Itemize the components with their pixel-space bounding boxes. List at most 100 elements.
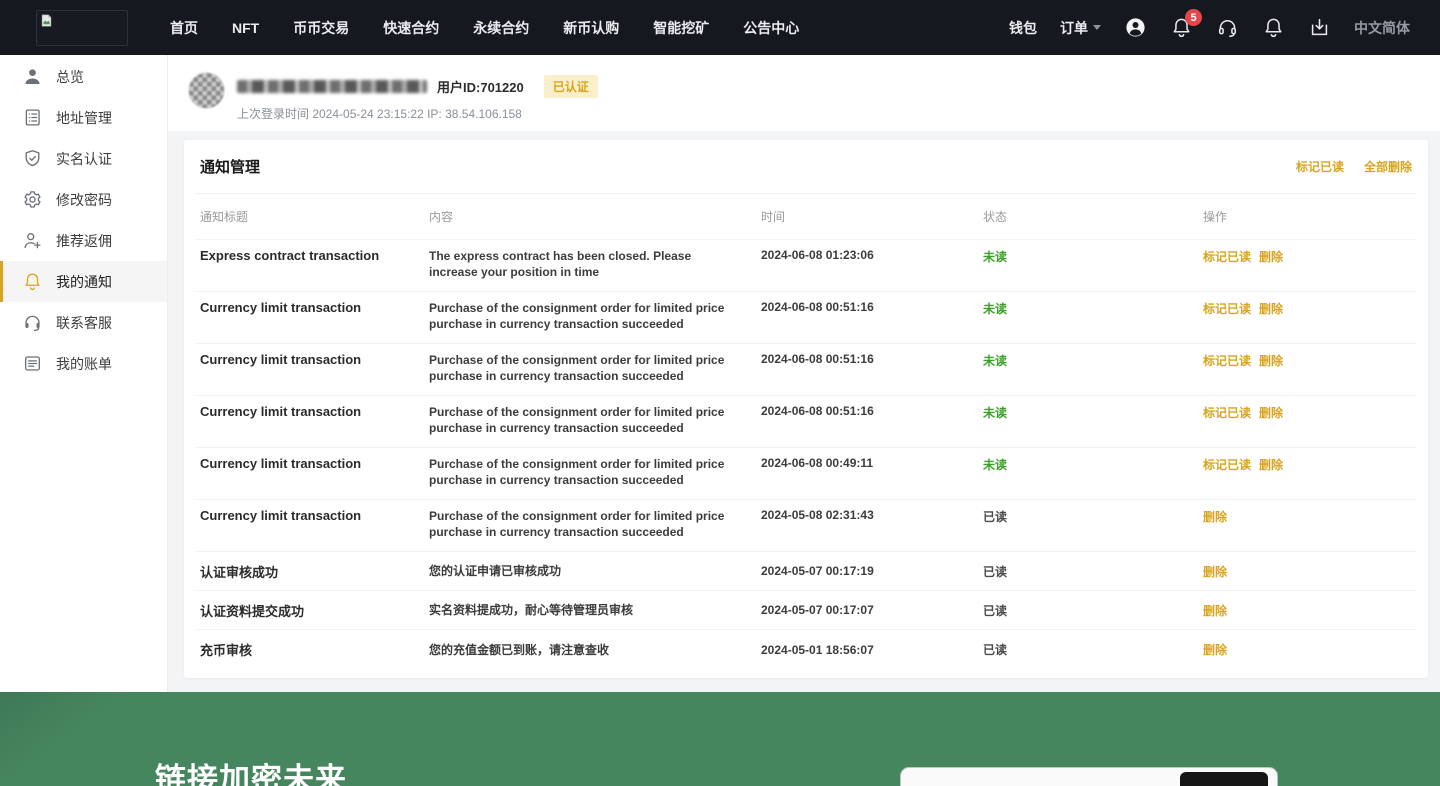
sidebar-item-label: 我的通知 bbox=[56, 273, 112, 290]
subscribe-input[interactable] bbox=[913, 774, 1163, 786]
account-icon[interactable] bbox=[1124, 16, 1147, 39]
mark-read-link[interactable]: 标记已读 bbox=[1203, 406, 1252, 420]
nav-item-5[interactable]: 新币认购 bbox=[563, 19, 620, 36]
notification-title: Currency limit transaction bbox=[200, 404, 362, 419]
mark-all-read-link[interactable]: 标记已读 bbox=[1295, 160, 1344, 174]
shield-icon bbox=[22, 148, 43, 169]
notification-actions: 删除 bbox=[1203, 508, 1416, 525]
nav-item-1[interactable]: NFT bbox=[232, 19, 260, 36]
nav-item-2[interactable]: 币币交易 bbox=[293, 19, 350, 36]
user-id-label: 用户ID: bbox=[437, 80, 481, 95]
sidebar-item[interactable]: 修改密码 bbox=[0, 179, 167, 220]
notification-time: 2024-05-08 02:31:43 bbox=[761, 508, 874, 522]
notification-content: The express contract has been closed. Pl… bbox=[429, 249, 692, 279]
user-header: 用户ID:701220 已认证 上次登录时间 2024-05-24 23:15:… bbox=[168, 55, 1440, 131]
support-headset-icon[interactable] bbox=[1216, 16, 1239, 39]
username-censored bbox=[237, 80, 427, 93]
notification-count-badge: 5 bbox=[1185, 9, 1202, 26]
notification-title: Currency limit transaction bbox=[200, 352, 362, 367]
bell-icon bbox=[22, 271, 43, 292]
notification-content: Purchase of the consignment order for li… bbox=[429, 509, 725, 539]
mark-read-link[interactable]: 标记已读 bbox=[1203, 250, 1252, 264]
sidebar-item[interactable]: 总览 bbox=[0, 56, 167, 97]
notification-time: 2024-06-08 00:51:16 bbox=[761, 352, 874, 366]
verified-badge: 已认证 bbox=[543, 75, 598, 98]
sidebar-item-label: 联系客服 bbox=[56, 314, 112, 331]
notification-content: 实名资料提成功，耐心等待管理员审核 bbox=[429, 603, 634, 617]
top-nav: 首页 NFT 币币交易 快速合约 永续合约 新币认购 智能挖矿 公告中心 钱包 订单 5 中文… bbox=[0, 0, 1440, 55]
panel-title: 通知管理 bbox=[200, 159, 261, 176]
language-selector[interactable]: 中文简体 bbox=[1354, 19, 1410, 36]
nav-item-0[interactable]: 首页 bbox=[170, 19, 198, 36]
delete-link[interactable]: 删除 bbox=[1259, 354, 1284, 368]
address-icon bbox=[22, 107, 43, 128]
notification-row: Express contract transaction The express … bbox=[196, 240, 1416, 292]
site-logo[interactable] bbox=[36, 9, 128, 46]
sidebar-item[interactable]: 推荐返佣 bbox=[0, 220, 167, 261]
bill-icon bbox=[22, 353, 43, 374]
delete-link[interactable]: 删除 bbox=[1203, 564, 1228, 579]
column-header: 通知标题 bbox=[200, 210, 249, 224]
notification-row: 认证审核成功 您的认证申请已审核成功 2024-05-07 00:17:19 已读 删除 bbox=[196, 552, 1416, 591]
notification-time: 2024-06-08 00:49:11 bbox=[761, 456, 874, 470]
sidebar-item-label: 地址管理 bbox=[56, 109, 112, 126]
delete-link[interactable]: 删除 bbox=[1259, 302, 1284, 316]
sidebar: 总览地址管理实名认证 修改密码推荐返佣我的通知联系客服我的账单 bbox=[0, 55, 168, 692]
user-id-value: 701220 bbox=[480, 80, 524, 95]
notification-content: 您的认证申请已审核成功 bbox=[429, 564, 562, 578]
notification-actions: 删除 bbox=[1203, 641, 1416, 658]
orders-link[interactable]: 订单 bbox=[1060, 18, 1101, 38]
sidebar-item-label: 我的账单 bbox=[56, 355, 112, 372]
delete-link[interactable]: 删除 bbox=[1259, 458, 1284, 472]
sidebar-item[interactable]: 我的通知 bbox=[0, 261, 167, 302]
delete-link[interactable]: 删除 bbox=[1203, 603, 1228, 618]
sidebar-item[interactable]: 联系客服 bbox=[0, 302, 167, 343]
chevron-down-icon bbox=[1093, 25, 1101, 30]
notifications-bell-icon[interactable]: 5 bbox=[1170, 9, 1202, 39]
nav-item-4[interactable]: 永续合约 bbox=[473, 19, 530, 36]
notification-status: 未读 bbox=[983, 354, 1008, 368]
notification-title: Currency limit transaction bbox=[200, 508, 362, 523]
user-id: 用户ID:701220 bbox=[437, 77, 524, 96]
nav-item-6[interactable]: 智能挖矿 bbox=[653, 19, 710, 36]
column-header: 状态 bbox=[983, 210, 1008, 224]
download-app-icon[interactable] bbox=[1308, 16, 1331, 39]
wallet-link[interactable]: 钱包 bbox=[1009, 19, 1037, 36]
sidebar-item[interactable]: 实名认证 bbox=[0, 138, 167, 179]
column-header: 内容 bbox=[429, 210, 454, 224]
mark-read-link[interactable]: 标记已读 bbox=[1203, 354, 1252, 368]
mark-read-link[interactable]: 标记已读 bbox=[1203, 302, 1252, 316]
delete-link[interactable]: 删除 bbox=[1203, 510, 1228, 524]
notification-title: 认证资料提交成功 bbox=[200, 603, 305, 619]
announcement-bell-icon[interactable] bbox=[1262, 16, 1285, 39]
nav-menu: 首页 NFT 币币交易 快速合约 永续合约 新币认购 智能挖矿 公告中心 bbox=[170, 18, 799, 38]
main-content: 用户ID:701220 已认证 上次登录时间 2024-05-24 23:15:… bbox=[168, 55, 1440, 692]
notification-table: Express contract transaction The express … bbox=[196, 240, 1416, 669]
notification-row: Currency limit transaction Purchase of th… bbox=[196, 396, 1416, 448]
notification-content: 您的充值金额已到账，请注意查收 bbox=[429, 642, 610, 657]
notification-panel: 通知管理 标记已读 全部删除 通知标题 内容 时间 状态 操作 Express cont… bbox=[184, 140, 1428, 678]
sidebar-item-label: 总览 bbox=[56, 68, 84, 85]
sidebar-item[interactable]: 我的账单 bbox=[0, 343, 167, 384]
notification-content: Purchase of the consignment order for li… bbox=[429, 353, 725, 383]
column-header: 时间 bbox=[761, 210, 786, 224]
notification-status: 未读 bbox=[983, 250, 1008, 264]
notification-row: 充币审核 您的充值金额已到账，请注意查收 2024-05-01 18:56:07 已读… bbox=[196, 630, 1416, 669]
sidebar-item[interactable]: 地址管理 bbox=[0, 97, 167, 138]
nav-item-3[interactable]: 快速合约 bbox=[383, 19, 440, 36]
notification-status: 已读 bbox=[983, 643, 1008, 657]
notification-title: Express contract transaction bbox=[200, 248, 380, 263]
delete-link[interactable]: 删除 bbox=[1259, 250, 1284, 264]
gear-icon bbox=[22, 189, 43, 210]
delete-link[interactable]: 删除 bbox=[1203, 643, 1228, 657]
delete-all-link[interactable]: 全部删除 bbox=[1363, 160, 1412, 174]
mark-read-link[interactable]: 标记已读 bbox=[1203, 458, 1252, 472]
delete-link[interactable]: 删除 bbox=[1259, 406, 1284, 420]
notification-status: 未读 bbox=[983, 458, 1008, 472]
sidebar-item-label: 推荐返佣 bbox=[56, 232, 112, 249]
broken-image-icon bbox=[41, 14, 52, 26]
notification-actions: 标记已读 删除 bbox=[1203, 456, 1416, 473]
subscribe-button[interactable] bbox=[1180, 772, 1268, 786]
notification-status: 已读 bbox=[983, 510, 1008, 524]
nav-item-7[interactable]: 公告中心 bbox=[743, 19, 800, 36]
